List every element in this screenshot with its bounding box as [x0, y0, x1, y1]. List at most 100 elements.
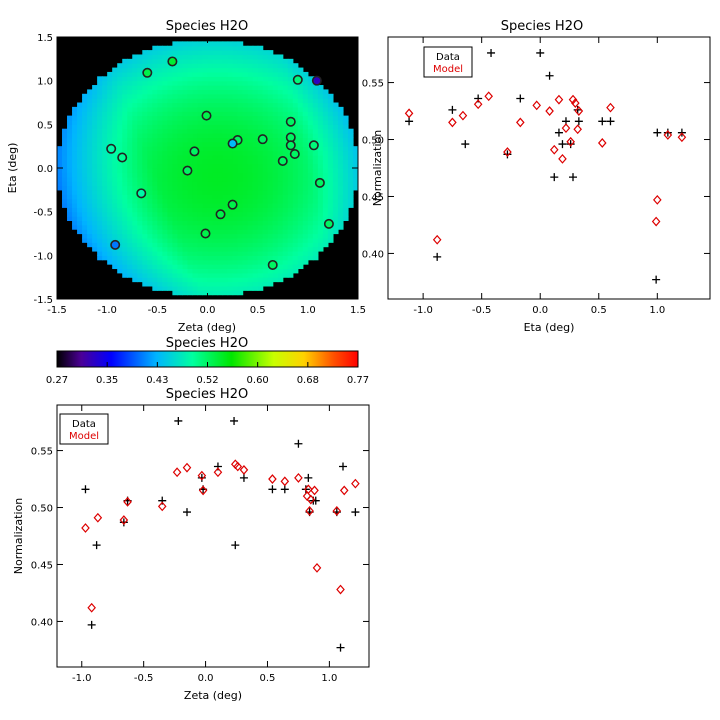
- map-cell-1168: [187, 211, 194, 217]
- map-cell-2459: [302, 80, 309, 86]
- map-cell-2033: [262, 189, 269, 195]
- map-cell-973: [167, 54, 173, 60]
- map-cell-2565: [317, 163, 324, 169]
- map-cell-1220: [192, 237, 199, 243]
- map-cell-1295: [197, 163, 204, 169]
- map-cell-1234: [192, 176, 199, 182]
- map-cell-2318: [287, 80, 294, 86]
- map-cell-1616: [227, 281, 234, 287]
- map-cell-2712: [342, 216, 349, 221]
- map-cell-48: [67, 128, 73, 134]
- map-cell-2002: [257, 85, 264, 90]
- map-points: [106, 56, 334, 270]
- map-cell-2422: [302, 242, 309, 248]
- map-cell-2579: [317, 102, 324, 108]
- map-cell-645: [142, 277, 148, 283]
- map-cell-1797: [242, 246, 249, 252]
- map-cell-2326: [292, 259, 299, 265]
- map-cell-932: [167, 233, 173, 239]
- map-cell-481: [122, 93, 128, 99]
- map-cell-96: [77, 159, 83, 165]
- map-cell-2555: [317, 207, 324, 213]
- map-cell-935: [167, 220, 173, 226]
- map-cell-1141: [182, 76, 189, 82]
- eta-model-point-4: [473, 99, 483, 110]
- map-cell-393: [117, 264, 123, 270]
- map-cell-308: [107, 233, 113, 239]
- map-cell-2290: [287, 202, 294, 208]
- map-cell-440: [122, 272, 128, 278]
- map-cell-582: [132, 93, 138, 99]
- map-cell-1321: [197, 50, 204, 56]
- map-cell-476: [122, 115, 128, 121]
- map-cell-133: [82, 137, 88, 143]
- map-cell-455: [122, 207, 128, 213]
- map-cell-2548: [317, 237, 324, 243]
- map-cell-1850: [247, 259, 254, 265]
- map-cell-1896: [247, 58, 254, 64]
- map-cell-432: [117, 93, 123, 99]
- map-cell-717: [147, 198, 153, 204]
- map-cell-129: [82, 154, 88, 160]
- map-cell-1200: [187, 71, 194, 77]
- map-cell-2417: [297, 67, 304, 73]
- map-cell-2582: [317, 89, 324, 95]
- map-cell-885: [162, 194, 168, 200]
- map-cell-217: [92, 85, 98, 90]
- map-cell-618: [137, 163, 143, 169]
- map-cell-273: [102, 198, 108, 204]
- map-cell-89: [77, 189, 83, 195]
- map-cell-173: [87, 115, 93, 121]
- map-cell-2686: [337, 216, 344, 221]
- map-cell-1151: [187, 285, 194, 291]
- map-cell-640: [137, 67, 143, 73]
- map-cell-1575: [222, 207, 229, 213]
- map-cell-391: [112, 67, 118, 73]
- map-cell-542: [132, 268, 138, 274]
- map-cell-2154: [272, 128, 279, 134]
- map-cell-822: [157, 224, 163, 230]
- eta-model-point-3: [458, 110, 468, 121]
- map-cell-1331: [202, 259, 209, 265]
- map-cell-1271: [197, 268, 204, 274]
- map-cell-167: [87, 141, 93, 147]
- map-cell-1845: [247, 281, 254, 287]
- map-cell-1900: [252, 285, 259, 291]
- map-cell-2314: [287, 98, 294, 104]
- map-cell-1325: [202, 285, 209, 291]
- map-cell-642: [137, 58, 143, 64]
- map-cell-605: [137, 220, 143, 226]
- map-cell-718: [147, 194, 153, 200]
- map-cell-2637: [327, 163, 334, 169]
- map-cell-498: [127, 237, 133, 243]
- map-cell-1553: [217, 50, 224, 56]
- map-cell-920: [167, 285, 173, 291]
- map-cell-731: [147, 137, 153, 143]
- map-cell-2324: [292, 268, 299, 274]
- map-cell-2675: [332, 137, 339, 143]
- map-cell-114: [82, 220, 88, 226]
- map-cell-1700: [232, 168, 239, 173]
- map-cell-2587: [322, 229, 329, 235]
- map-cell-1935: [252, 133, 259, 139]
- map-cell-444: [122, 255, 128, 261]
- map-cell-2701: [337, 150, 344, 156]
- map-cell-298: [102, 89, 108, 95]
- map-cell-650: [142, 255, 148, 261]
- map-cell-2635: [327, 172, 334, 178]
- map-cell-620: [137, 154, 143, 160]
- map-cell-1652: [227, 124, 234, 130]
- map-ytick-label: 1.0: [37, 77, 53, 88]
- map-cell-202: [92, 150, 98, 156]
- map-cell-595: [137, 264, 143, 270]
- map-cell-1979: [257, 185, 264, 191]
- map-cell-1833: [242, 89, 249, 95]
- map-cell-457: [122, 198, 128, 204]
- map-cell-1249: [192, 111, 199, 117]
- map-cell-1236: [192, 168, 199, 173]
- map-cell-1361: [202, 128, 209, 134]
- map-cell-1263: [192, 50, 199, 56]
- map-cell-947: [167, 168, 173, 173]
- map-cell-786: [152, 137, 158, 143]
- map-cell-1038: [177, 272, 184, 278]
